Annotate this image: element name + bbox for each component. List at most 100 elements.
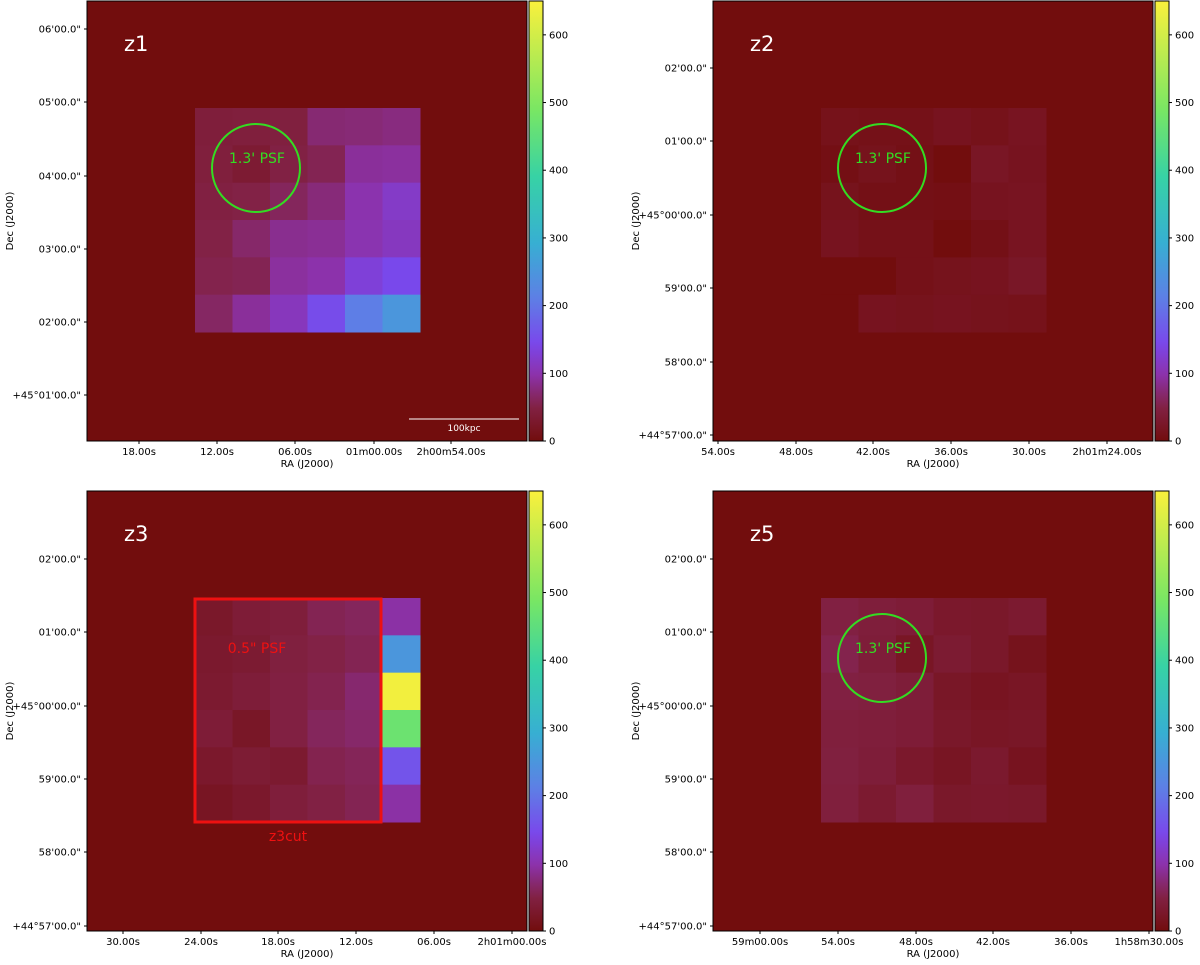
heatmap-cell	[896, 747, 934, 786]
y-tick-label: +44°57'00.0"	[639, 431, 707, 442]
x-tick-label: 2h00m54.00s	[416, 447, 485, 458]
heatmap-cell	[971, 635, 1009, 674]
colorbar-tick-label: 600	[1175, 30, 1194, 41]
panel-label: z3	[124, 522, 148, 546]
heatmap-cell	[971, 747, 1009, 786]
heatmap-cell	[345, 182, 383, 221]
heatmap-cell	[270, 220, 308, 258]
heatmap-cell	[307, 294, 346, 333]
heatmap-cell	[270, 672, 308, 711]
x-axis-label: RA (J2000)	[907, 459, 960, 470]
heatmap-cell	[270, 294, 308, 333]
heatmap-cell	[933, 108, 972, 146]
heatmap-cell	[382, 257, 421, 296]
y-axis-label: Dec (J2000)	[631, 192, 642, 251]
heatmap-cell	[270, 145, 308, 184]
heatmap-cell	[1008, 182, 1047, 221]
panel-z1: z1 1.3' PSF 100kpc 18.00s 12.00s 06.00s 01m00.…	[5, 0, 568, 470]
panel-label: z1	[124, 32, 148, 56]
heatmap-cell	[1008, 710, 1047, 748]
heatmap-cell	[232, 220, 271, 258]
heatmap-cell	[858, 294, 897, 333]
colorbar-tick-label: 200	[1175, 791, 1194, 802]
heatmap-cell	[232, 182, 271, 221]
heatmap-cell	[232, 747, 271, 786]
heatmap-cell	[382, 710, 421, 748]
heatmap-cell	[821, 784, 859, 823]
axes-frame	[712, 0, 1154, 442]
x-tick-label: 30.00s	[106, 937, 140, 948]
y-tick-label: 59'00.0"	[665, 775, 707, 786]
x-tick-label: 30.00s	[1012, 447, 1046, 458]
heatmap-cell	[858, 257, 897, 296]
colorbar	[528, 490, 544, 932]
heatmap-cell	[933, 257, 972, 296]
heatmap-cell	[933, 635, 972, 674]
x-tick-label: 59m00.00s	[732, 937, 788, 948]
colorbar-tick-label: 0	[549, 927, 555, 938]
x-tick-label: 2h01m24.00s	[1072, 447, 1141, 458]
y-tick-label: 59'00.0"	[39, 775, 81, 786]
colorbar-tick-label: 500	[1175, 98, 1194, 109]
heatmap-cell	[232, 710, 271, 748]
heatmap-cell	[307, 747, 346, 786]
heatmap-cell	[858, 672, 897, 711]
colorbar-tick-label: 0	[1175, 437, 1181, 448]
heatmap-cell	[195, 145, 233, 184]
x-tick-label: 54.00s	[701, 447, 735, 458]
heatmap-cell	[270, 784, 308, 823]
axes-frame	[86, 490, 528, 932]
x-tick-label: 1h58m30.00s	[1114, 937, 1183, 948]
y-tick-label: 01'00.0"	[39, 628, 81, 639]
colorbar-tick-label: 100	[549, 859, 568, 870]
heatmap-cell	[382, 108, 421, 146]
heatmap-cell	[232, 145, 271, 184]
panel-label: z2	[750, 32, 774, 56]
heatmap-cell	[933, 747, 972, 786]
heatmap-cell	[858, 145, 897, 184]
colorbar-tick-label: 300	[549, 233, 568, 244]
heatmap-cell	[382, 598, 421, 636]
panel-z2: z2 1.3' PSF 54.00s 48.00s 42.00s 36.00s 30.00s…	[631, 0, 1194, 470]
x-tick-label: 48.00s	[779, 447, 813, 458]
y-tick-label: +45°01'00.0"	[13, 391, 81, 402]
y-tick-label: 58'00.0"	[39, 848, 81, 859]
heatmap-cell	[307, 710, 346, 748]
y-tick-label: 01'00.0"	[665, 137, 707, 148]
axes-frame	[712, 490, 1154, 932]
heatmap-cell	[382, 294, 421, 333]
heatmap-cell	[896, 635, 934, 674]
psf-circle	[837, 123, 927, 213]
heatmap-cell	[270, 710, 308, 748]
x-axis-label: RA (J2000)	[281, 459, 334, 470]
colorbar-tick-label: 0	[549, 437, 555, 448]
colorbar-tick-label: 500	[549, 588, 568, 599]
colorbar	[1154, 0, 1170, 442]
cut-box	[193, 597, 383, 824]
heatmap-cell	[345, 784, 383, 823]
x-tick-label: 2h01m00.00s	[477, 937, 546, 948]
heatmap-cell	[195, 635, 233, 674]
y-tick-label: 05'00.0"	[39, 98, 81, 109]
heatmap-cell	[307, 784, 346, 823]
heatmap-cell	[382, 747, 421, 786]
heatmap-cell	[896, 257, 934, 296]
heatmap-cell	[971, 108, 1009, 146]
heatmap-cell	[345, 747, 383, 786]
heatmap-cell	[382, 635, 421, 674]
heatmap-cell	[1008, 747, 1047, 786]
heatmap-cell	[382, 220, 421, 258]
heatmap-cell	[971, 220, 1009, 258]
colorbar-tick-label: 300	[1175, 723, 1194, 734]
heatmap-cell	[1008, 294, 1047, 333]
y-tick-label: 06'00.0"	[39, 25, 81, 36]
heatmap-cell	[971, 784, 1009, 823]
heatmap-cell	[345, 145, 383, 184]
panel-z3: z3 0.5" PSF z3cut 30.00s 24.00s 18.00s 12.00s 0…	[5, 490, 568, 960]
heatmap-cell	[232, 635, 271, 674]
heatmap-cell	[858, 635, 897, 674]
heatmap-cell	[195, 294, 233, 333]
x-tick-label: 24.00s	[184, 937, 218, 948]
heatmap-cell	[933, 672, 972, 711]
heatmap-cell	[821, 220, 859, 258]
